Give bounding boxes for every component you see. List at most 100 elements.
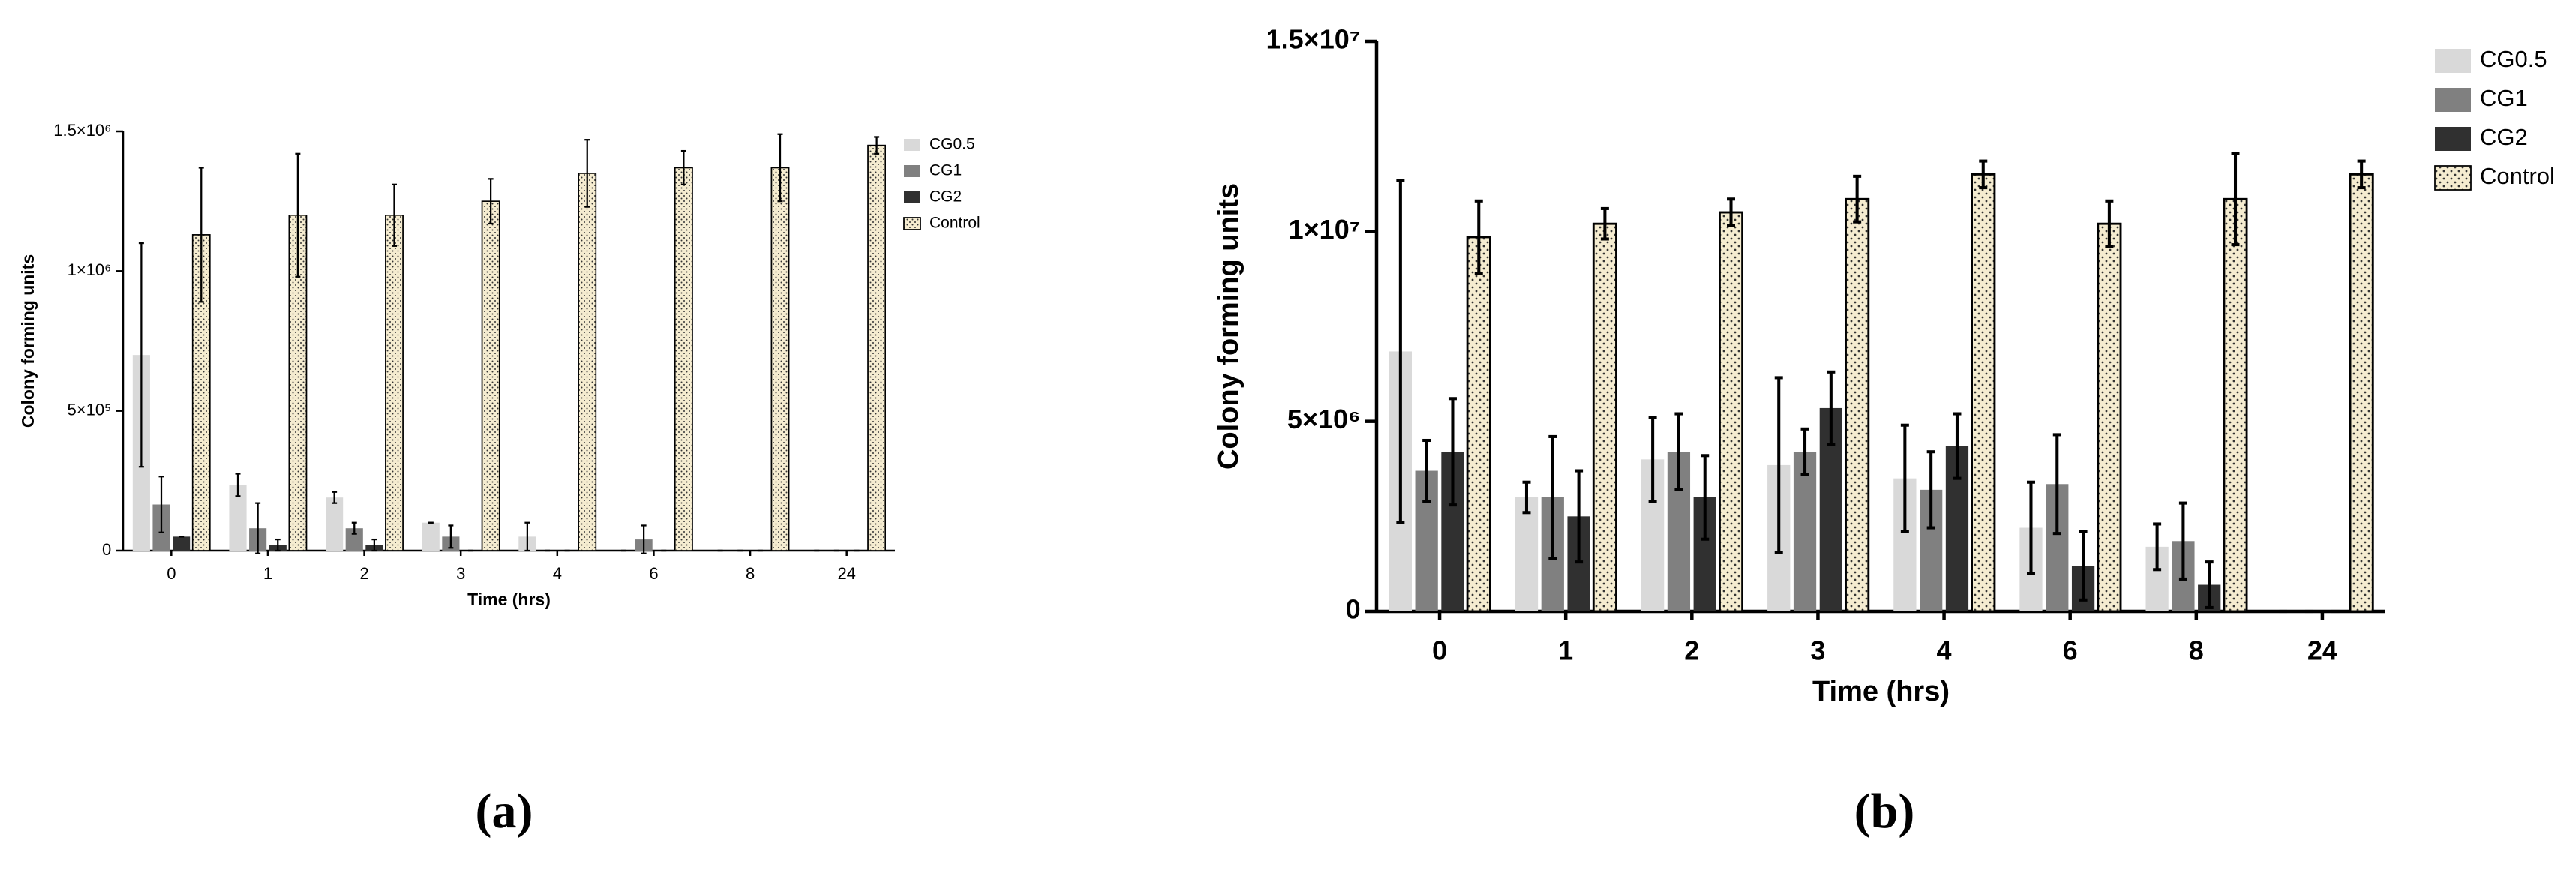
error-bar	[488, 178, 494, 225]
bar	[345, 528, 363, 551]
bar-pattern	[2223, 197, 2248, 613]
y-axis-title: Colony forming units	[18, 254, 38, 428]
x-tick-label: 4	[1937, 635, 1952, 666]
error-bar	[2052, 433, 2061, 536]
error-bar	[2105, 199, 2114, 248]
error-bar	[1548, 434, 1557, 560]
error-bar	[1522, 480, 1531, 515]
bar	[1793, 452, 1817, 611]
legend-label: CG2	[929, 188, 962, 206]
error-bar	[1575, 469, 1584, 564]
bar-pattern	[1719, 211, 1743, 613]
error-bar	[255, 502, 261, 554]
error-bar	[351, 521, 357, 535]
error-bar	[1853, 174, 1862, 224]
x-tick-label: 1	[1558, 635, 1573, 666]
legend-swatch	[2435, 88, 2471, 112]
error-bar	[1900, 423, 1909, 533]
bar	[326, 497, 344, 551]
error-bar	[275, 538, 281, 552]
y-tick-label: 1×10⁶	[68, 260, 112, 279]
legend-label: CG1	[929, 162, 962, 179]
chart-panel: 0 5×10⁶ 1×10⁷ 1.5×10⁷ 0 1 2 3 4 6 8 24 Time (hrs) Col…	[1213, 24, 2555, 839]
legend-swatch	[2435, 127, 2471, 151]
y-tick-label: 1.5×10⁷	[1266, 24, 1361, 55]
x-tick-label: 24	[837, 564, 855, 583]
bar-pattern	[1971, 173, 1996, 613]
chart-panel: 0 5×10⁵ 1×10⁶ 1.5×10⁶ 0 1 2 3 4 6 8 24 Time (hrs) Col…	[18, 121, 980, 839]
bar-pattern	[1466, 236, 1491, 613]
error-bar	[1727, 197, 1736, 227]
y-tick-label: 5×10⁵	[68, 400, 112, 419]
x-tick-label: 24	[2307, 635, 2337, 666]
error-bar	[235, 473, 241, 497]
error-bar	[1648, 416, 1657, 503]
legend-swatch	[2435, 49, 2471, 73]
error-bar	[1800, 427, 1809, 476]
error-bar	[777, 133, 783, 203]
x-axis-title: Time (hrs)	[1812, 676, 1950, 707]
bar-pattern	[578, 173, 597, 551]
x-tick-label: 6	[2063, 635, 2078, 666]
error-bar	[2231, 152, 2240, 247]
bar-pattern	[2349, 173, 2374, 613]
error-bar	[198, 167, 204, 303]
error-bar	[138, 242, 144, 468]
panel-label: (a)	[476, 784, 533, 839]
error-bar	[332, 491, 338, 504]
error-bar	[1979, 159, 1988, 190]
error-bar	[1674, 412, 1683, 491]
legend-label: CG2	[2480, 124, 2528, 150]
legend-label: Control	[2480, 163, 2555, 189]
error-bar	[680, 149, 686, 185]
y-tick-label: 0	[102, 540, 111, 559]
y-tick-label: 0	[1346, 594, 1361, 625]
error-bar	[2178, 501, 2187, 581]
error-bar	[158, 476, 164, 533]
panel-label: (b)	[1854, 784, 1915, 839]
error-bar	[2153, 522, 2162, 572]
bar-pattern	[385, 215, 404, 551]
x-tick-label: 0	[1432, 635, 1447, 666]
legend-label: CG0.5	[929, 136, 975, 153]
error-bar	[641, 524, 647, 554]
legend-swatch	[904, 139, 920, 151]
x-tick-label: 3	[1810, 635, 1825, 666]
legend-label: CG0.5	[2480, 46, 2547, 72]
error-bar	[1827, 370, 1836, 446]
x-tick-label: 8	[2189, 635, 2204, 666]
x-tick-label: 2	[1684, 635, 1699, 666]
x-tick-label: 2	[359, 564, 368, 583]
x-tick-label: 4	[553, 564, 562, 583]
bar-pattern	[674, 167, 693, 551]
error-bar	[1474, 199, 1483, 275]
legend-label: CG1	[2480, 85, 2528, 111]
error-bar	[874, 136, 880, 155]
legend-swatch	[904, 165, 920, 177]
error-bar	[584, 139, 590, 208]
bar	[229, 485, 247, 551]
error-bar	[295, 152, 301, 278]
legend-swatch-pattern	[2434, 165, 2472, 191]
x-tick-label: 1	[263, 564, 272, 583]
x-tick-label: 0	[167, 564, 176, 583]
error-bar	[371, 538, 377, 552]
error-bar	[524, 521, 530, 552]
error-bar	[1774, 376, 1783, 554]
error-bar	[2079, 530, 2088, 602]
bar-pattern	[867, 144, 886, 551]
bar	[1515, 497, 1539, 611]
error-bar	[1926, 450, 1935, 530]
error-bar	[1448, 397, 1457, 507]
bar-pattern	[1592, 222, 1617, 613]
error-bar	[1600, 206, 1609, 241]
y-tick-label: 1×10⁷	[1289, 214, 1361, 245]
error-bar	[1396, 179, 1405, 524]
x-tick-label: 6	[649, 564, 658, 583]
bar-pattern	[1845, 197, 1870, 613]
error-bar	[2205, 560, 2214, 609]
error-bar	[1422, 438, 1431, 503]
bar-pattern	[2097, 222, 2122, 613]
error-bar	[1953, 412, 1962, 480]
